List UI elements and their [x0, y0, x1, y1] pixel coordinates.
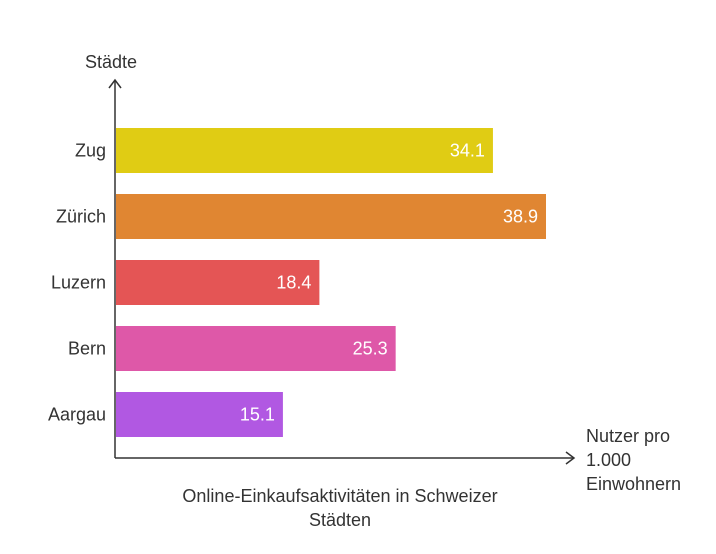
- bar-zug: [116, 128, 493, 173]
- category-label: Zug: [75, 141, 106, 161]
- value-label: 38.9: [503, 207, 538, 227]
- x-axis-title: Nutzer pro 1.000 Einwohnern: [586, 426, 682, 494]
- y-axis-title: Städte: [85, 52, 138, 72]
- bar-bern: [116, 326, 396, 371]
- category-label: Luzern: [51, 273, 106, 293]
- chart-title: Online-Einkaufsaktivitäten in Schweizer …: [182, 486, 498, 530]
- bar-luzern: [116, 260, 320, 305]
- axes-group: [108, 78, 576, 465]
- category-label: Zürich: [56, 207, 106, 227]
- bar-aargau: [116, 392, 283, 437]
- category-label: Bern: [68, 339, 106, 359]
- value-label: 34.1: [450, 141, 485, 161]
- bars-group: 34.1 Zug 38.9 Zürich 18.4 Luzern 25.3 Bern 15.1 A…: [48, 128, 546, 437]
- category-label: Aargau: [48, 405, 106, 425]
- value-label: 15.1: [240, 405, 275, 425]
- bar-zürich: [116, 194, 546, 239]
- value-label: 18.4: [276, 273, 311, 293]
- value-label: 25.3: [353, 339, 388, 359]
- x-axis-arrow: [565, 451, 576, 465]
- y-axis-arrow: [108, 78, 122, 89]
